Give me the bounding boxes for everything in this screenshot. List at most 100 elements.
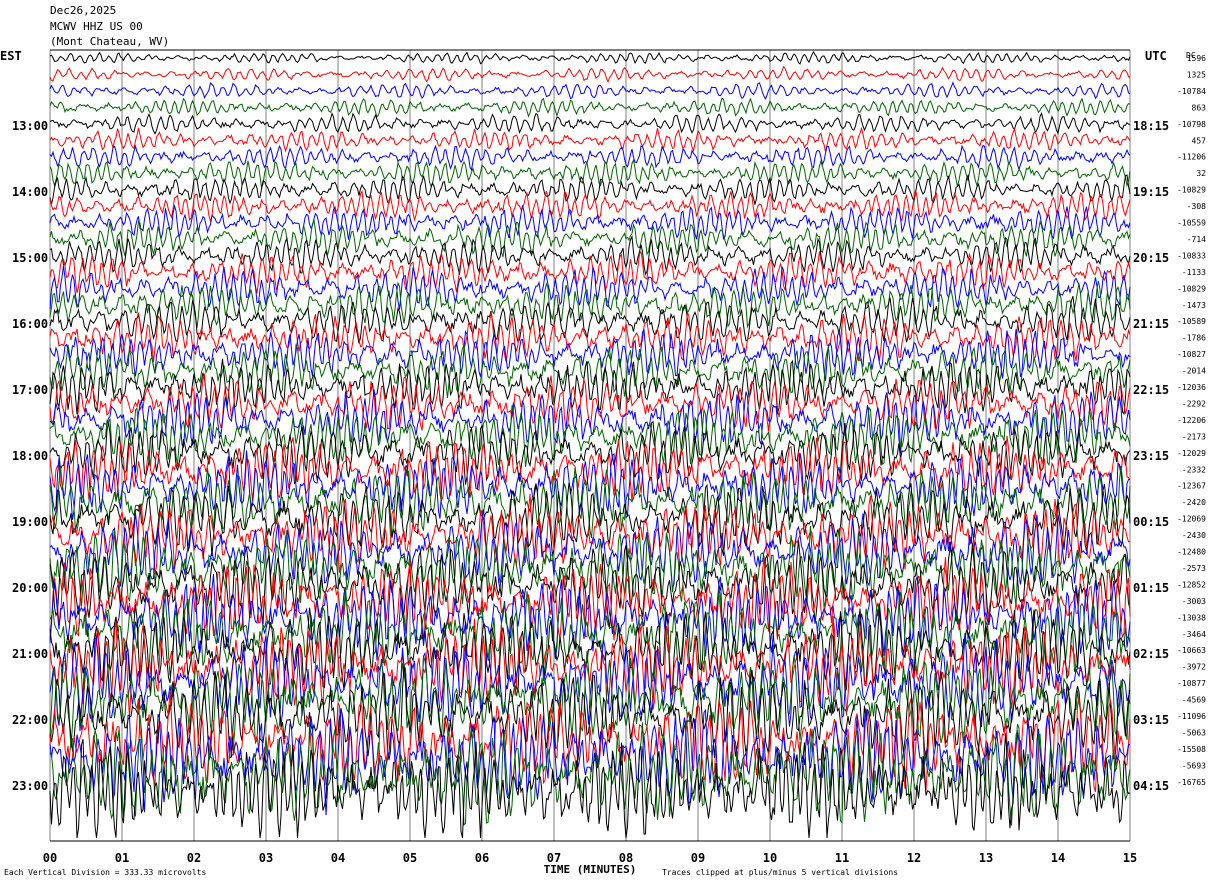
dc-offset-label: -12036	[1177, 383, 1206, 392]
dc-offset-label: -308	[1187, 202, 1206, 211]
dc-offset-label: -3003	[1182, 597, 1206, 606]
seismic-trace	[49, 493, 1131, 575]
est-hour-label: 15:00	[12, 251, 48, 265]
dc-offset-label: -10559	[1177, 219, 1206, 228]
dc-offset-label: -12367	[1177, 482, 1206, 491]
est-hour-label: 17:00	[12, 383, 48, 397]
seismic-trace	[49, 714, 1131, 826]
seismic-trace	[49, 111, 1130, 135]
x-tick-label: 12	[907, 851, 921, 865]
dc-offset-label: -10829	[1177, 284, 1206, 293]
dc-offset-label: -5063	[1182, 728, 1206, 737]
x-tick-label: 04	[331, 851, 345, 865]
seismic-trace	[49, 296, 1131, 344]
x-tick-label: 10	[763, 851, 777, 865]
seismic-trace	[49, 126, 1131, 153]
seismic-trace	[49, 97, 1131, 118]
seismic-trace	[49, 204, 1131, 241]
x-tick-label: 05	[403, 851, 417, 865]
dc-offset-label: -2420	[1182, 498, 1206, 507]
dc-offset-label: -714	[1187, 235, 1206, 244]
seismic-trace	[49, 65, 1131, 83]
x-tick-label: 09	[691, 851, 705, 865]
dc-offset-label: -12206	[1177, 416, 1206, 425]
utc-hour-label: 01:15	[1133, 581, 1169, 595]
seismic-trace	[49, 557, 1131, 644]
dc-offset-label: -10784	[1177, 87, 1206, 96]
est-hour-label: 14:00	[12, 185, 48, 199]
dc-offset-label: -10589	[1177, 317, 1206, 326]
dc-offset-label: -5693	[1182, 761, 1206, 770]
dc-offset-label: 1596	[1187, 54, 1206, 63]
est-hour-label: 19:00	[12, 515, 48, 529]
seismic-trace	[49, 144, 1131, 172]
dc-offset-label: -12852	[1177, 580, 1206, 589]
seismic-trace	[49, 265, 1131, 310]
seismic-trace	[49, 650, 1131, 751]
utc-axis-label: UTC	[1145, 49, 1167, 63]
dc-offset-label: -10827	[1177, 350, 1206, 359]
utc-hour-label: 21:15	[1133, 317, 1169, 331]
date-label: Dec26,2025	[50, 4, 117, 17]
dc-offset-label: -1133	[1182, 268, 1206, 277]
seismic-trace	[49, 435, 1131, 502]
dc-offset-label: -2332	[1182, 465, 1206, 474]
est-hour-label: 21:00	[12, 647, 48, 661]
x-tick-label: 07	[547, 851, 561, 865]
dc-offset-label: -12480	[1177, 548, 1206, 557]
dc-offset-label: -13038	[1177, 613, 1206, 622]
seismic-trace	[49, 373, 1131, 432]
utc-hour-label: 18:15	[1133, 119, 1169, 133]
dc-offset-label: -1473	[1182, 301, 1206, 310]
x-tick-label: 01	[115, 851, 129, 865]
utc-hour-label: 03:15	[1133, 713, 1169, 727]
seismic-trace	[49, 50, 1131, 65]
est-hour-label: 20:00	[12, 581, 48, 595]
x-tick-labels: 00 01 02 03 04 05 06 07 08 09 10 11 12 13 14 15	[43, 851, 1137, 865]
seismic-trace	[49, 173, 1131, 205]
x-tick-label: 02	[187, 851, 201, 865]
location-label: (Mont Chateau, WV)	[50, 35, 170, 48]
seismic-trace	[49, 189, 1131, 223]
dc-offset-label: -11206	[1177, 153, 1206, 162]
seismic-trace	[49, 312, 1131, 362]
utc-hour-labels: 18:15 19:15 20:15 21:15 22:15 23:15 00:15 01:15…	[1133, 119, 1169, 793]
station-label: MCWV HHZ US 00	[50, 20, 143, 33]
seismic-trace	[49, 604, 1131, 698]
seismic-trace	[49, 465, 1131, 539]
seismic-trace	[49, 525, 1131, 608]
dc-offset-label: 863	[1192, 103, 1207, 112]
x-tick-label: 11	[835, 851, 849, 865]
dc-offset-label: 1325	[1187, 70, 1206, 79]
seismic-trace	[49, 733, 1131, 839]
dc-offset-label: 32	[1196, 169, 1206, 178]
scale-note: Each Vertical Division = 333.33 microvol…	[4, 868, 206, 877]
est-hour-label: 13:00	[12, 119, 48, 133]
seismic-trace	[49, 81, 1131, 101]
dc-offset-label: -2173	[1182, 432, 1206, 441]
clip-note: Traces clipped at plus/minus 5 vertical …	[662, 868, 898, 877]
seismic-trace	[49, 405, 1131, 467]
x-axis-title: TIME (MINUTES)	[544, 863, 637, 876]
dc-offset-label: -3972	[1182, 663, 1206, 672]
dc-offset-label: -16765	[1177, 778, 1206, 787]
dc-offset-label: -12029	[1177, 449, 1206, 458]
seismic-trace	[49, 616, 1131, 717]
utc-hour-label: 02:15	[1133, 647, 1169, 661]
est-axis-label: EST	[0, 49, 22, 63]
x-tick-label: 08	[619, 851, 633, 865]
dc-offset-label: -10798	[1177, 120, 1206, 129]
seismic-trace	[49, 665, 1131, 763]
utc-hour-label: 04:15	[1133, 779, 1169, 793]
dc-offset-label: -4569	[1182, 696, 1206, 705]
est-hour-label: 16:00	[12, 317, 48, 331]
seismic-trace	[49, 573, 1131, 661]
seismic-trace	[49, 358, 1131, 416]
est-hour-labels: 13:00 14:00 15:00 16:00 17:00 18:00 19:00 20:00…	[12, 119, 48, 793]
dc-header-label: DC	[1186, 51, 1196, 60]
dc-offset-label: -2430	[1182, 531, 1206, 540]
x-tick-label: 06	[475, 851, 489, 865]
est-hour-label: 23:00	[12, 779, 48, 793]
utc-hour-label: 23:15	[1133, 449, 1169, 463]
